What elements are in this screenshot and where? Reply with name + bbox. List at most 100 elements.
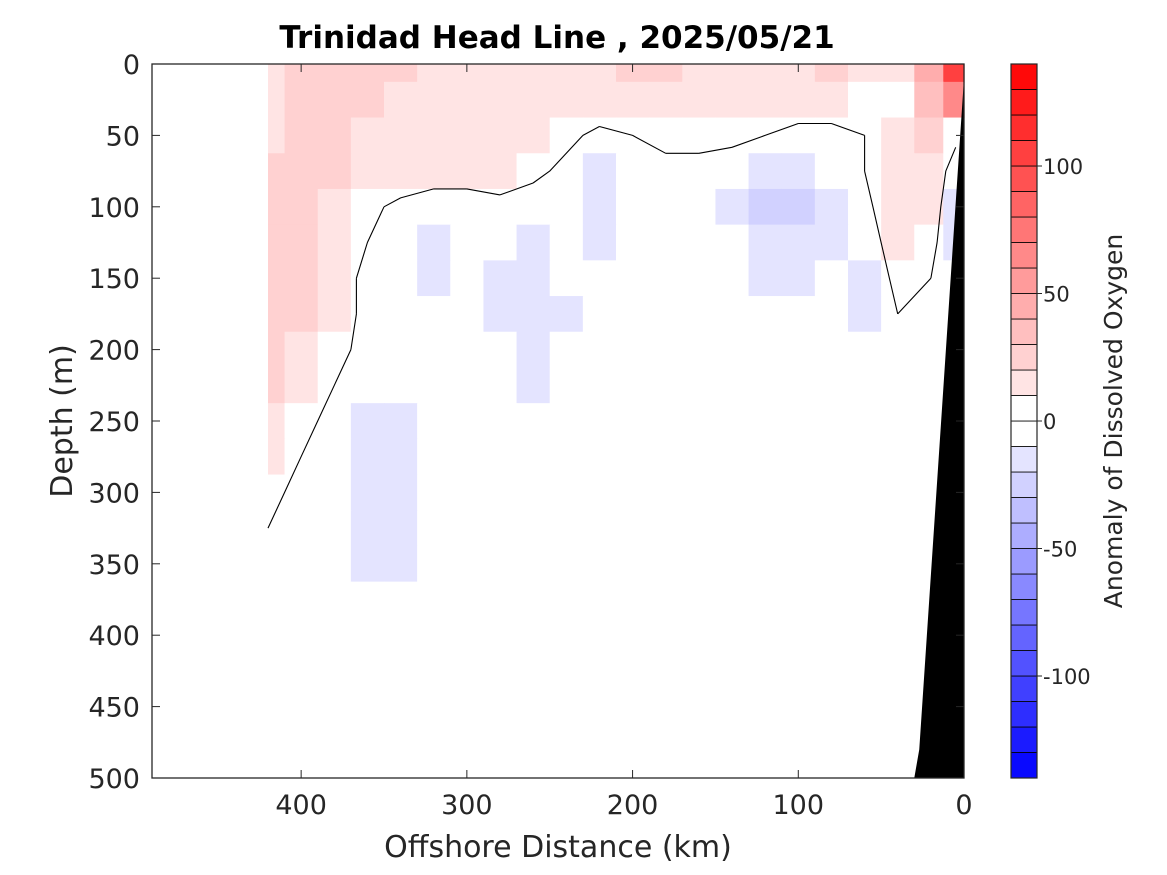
anomaly-cell [748, 331, 783, 369]
anomaly-cell [582, 117, 617, 154]
anomaly-cell [914, 153, 944, 190]
colorbar-level [1010, 369, 1038, 396]
anomaly-cell [284, 64, 319, 83]
anomaly-cell [284, 581, 319, 618]
anomaly-cell [549, 688, 584, 726]
colorbar-level [1010, 63, 1038, 90]
anomaly-cell [450, 403, 485, 440]
anomaly-cell [417, 581, 451, 618]
anomaly-cell [781, 188, 816, 226]
anomaly-cell [350, 64, 385, 83]
anomaly-cell [848, 403, 882, 440]
colorbar-level [1010, 344, 1038, 371]
anomaly-cell [268, 438, 286, 476]
anomaly-cell [450, 64, 485, 83]
y-tick-label: 100 [88, 193, 140, 224]
anomaly-cell [450, 188, 485, 226]
anomaly-cell [317, 510, 352, 547]
zero-contour [267, 122, 957, 529]
anomaly-cell [881, 117, 915, 154]
anomaly-cell [417, 331, 451, 369]
anomaly-cell [284, 81, 319, 119]
anomaly-cell [848, 224, 882, 261]
anomaly-cell [914, 403, 944, 440]
anomaly-cell [350, 653, 385, 690]
anomaly-cell [814, 331, 849, 369]
anomaly-cell [881, 474, 915, 511]
colorbar-level [1010, 140, 1038, 167]
anomaly-cell [881, 760, 915, 779]
anomaly-cell [848, 474, 882, 511]
anomaly-cell [748, 653, 783, 690]
anomaly-cell [649, 617, 683, 654]
anomaly-cell [616, 688, 650, 726]
anomaly-cell [781, 81, 816, 119]
anomaly-cell [450, 117, 485, 154]
anomaly-cell [649, 474, 683, 511]
anomaly-cell [549, 153, 584, 190]
anomaly-cell [848, 581, 882, 618]
anomaly-cell [483, 117, 518, 154]
anomaly-cell [582, 260, 617, 297]
anomaly-cell [715, 331, 750, 369]
anomaly-cell [268, 331, 286, 369]
anomaly-cell [549, 296, 584, 333]
anomaly-cell [848, 510, 882, 547]
anomaly-cell [384, 367, 418, 404]
anomaly-cell [350, 545, 385, 583]
anomaly-cell [268, 64, 286, 83]
anomaly-cell [268, 581, 286, 618]
anomaly-cell [483, 581, 518, 618]
anomaly-cell [748, 545, 783, 583]
anomaly-cell [450, 545, 485, 583]
anomaly-cell [814, 581, 849, 618]
anomaly-cell [914, 117, 944, 154]
anomaly-cell [881, 438, 915, 476]
anomaly-cell [268, 260, 286, 297]
anomaly-cell [450, 331, 485, 369]
anomaly-cell [549, 724, 584, 761]
anomaly-cell [616, 224, 650, 261]
anomaly-cell [450, 81, 485, 119]
anomaly-cell [814, 403, 849, 440]
anomaly-cell [268, 296, 286, 333]
anomaly-cell [516, 760, 551, 779]
anomaly-cell [417, 260, 451, 297]
anomaly-cell [317, 81, 352, 119]
anomaly-cell [781, 617, 816, 654]
anomaly-cell [914, 188, 944, 226]
anomaly-cell [781, 688, 816, 726]
anomaly-cell [268, 224, 286, 261]
anomaly-cells [268, 64, 965, 779]
anomaly-cell [450, 760, 485, 779]
anomaly-cell [682, 617, 717, 654]
colorbar-tick-label: 50 [1043, 283, 1070, 307]
colorbar-level [1010, 114, 1038, 141]
anomaly-cell [268, 367, 286, 404]
anomaly-cell [616, 510, 650, 547]
anomaly-cell [748, 367, 783, 404]
anomaly-cell [549, 617, 584, 654]
anomaly-cell [417, 474, 451, 511]
anomaly-cell [616, 617, 650, 654]
anomaly-cell [450, 224, 485, 261]
anomaly-cell [317, 617, 352, 654]
anomaly-cell [682, 81, 717, 119]
anomaly-cell [384, 403, 418, 440]
anomaly-cell [616, 188, 650, 226]
anomaly-cell [881, 188, 915, 226]
anomaly-cell [516, 724, 551, 761]
anomaly-cell [582, 688, 617, 726]
anomaly-cell [350, 331, 385, 369]
anomaly-cell [384, 117, 418, 154]
anomaly-cell [814, 724, 849, 761]
anomaly-cell [284, 224, 319, 261]
anomaly-cell [317, 403, 352, 440]
anomaly-cell [350, 688, 385, 726]
anomaly-cell [516, 403, 551, 440]
anomaly-cell [682, 581, 717, 618]
anomaly-cell [582, 617, 617, 654]
anomaly-cell [848, 296, 882, 333]
anomaly-cell [582, 64, 617, 83]
anomaly-cell [384, 545, 418, 583]
